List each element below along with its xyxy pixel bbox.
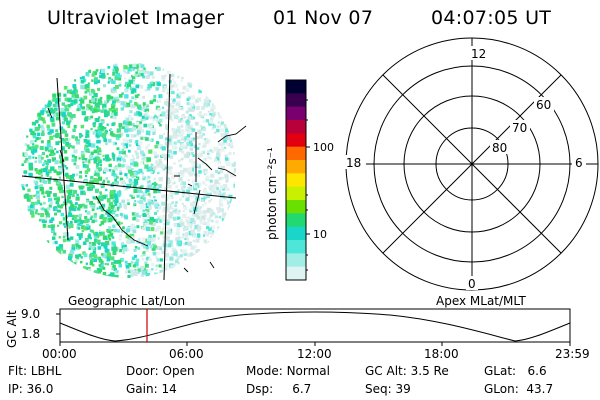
polar-mlt-plot <box>345 37 599 291</box>
colorbar-block <box>286 240 306 254</box>
mlt-label-18: 18 <box>346 156 361 170</box>
colorbar-block <box>286 173 306 188</box>
colorbar-block <box>286 80 306 94</box>
earth-image <box>20 62 247 281</box>
mlt-label-0: 0 <box>468 277 476 291</box>
status-gc-alt: GC Alt: 3.5 Re <box>365 364 449 378</box>
date-label: 01 Nov 07 <box>273 7 374 29</box>
timeline-right-title: Apex MLat/MLT <box>436 294 526 308</box>
colorbar-tick-10: 10 <box>313 228 327 241</box>
colorbar-block <box>286 200 306 214</box>
status-glat: GLat: 6.6 <box>484 364 547 378</box>
x-tick-1800: 18:00 <box>424 347 459 361</box>
status-door: Door: Open <box>126 364 195 378</box>
y-tick-9: 9.0 <box>21 307 40 321</box>
y-tick-1-8: 1.8 <box>21 327 40 341</box>
geographic-grid <box>21 73 237 281</box>
altitude-curve <box>59 311 571 342</box>
colorbar-block <box>286 133 306 148</box>
colorbar-block <box>286 93 306 108</box>
polar-labels: 12 18 6 0 60 70 80 <box>344 46 586 291</box>
status-ip: IP: 36.0 <box>8 382 54 396</box>
mlt-label-12: 12 <box>471 47 486 61</box>
colorbar-block <box>286 266 306 281</box>
time-label: 04:07:05 UT <box>431 7 552 29</box>
colorbar-block <box>286 120 306 134</box>
colorbar-block <box>286 186 306 201</box>
instrument-title: Ultraviolet Imager <box>47 7 225 29</box>
timeline-left-title: Geographic Lat/Lon <box>68 294 185 308</box>
colorbar-block <box>286 226 306 241</box>
x-tick-0600: 06:00 <box>169 347 204 361</box>
colorbar-block <box>286 160 306 174</box>
x-tick-2359: 23:59 <box>555 347 590 361</box>
status-glon: GLon: 43.7 <box>484 382 554 396</box>
coastlines <box>47 107 247 273</box>
altitude-timeline: Geographic Lat/Lon Apex MLat/MLT 9.0 1.8… <box>5 294 590 361</box>
colorbar-block <box>286 213 306 228</box>
colorbar-block <box>286 106 306 121</box>
lat-label-60: 60 <box>536 98 551 112</box>
x-tick-0000: 00:00 <box>42 347 77 361</box>
colorbar-block <box>286 253 306 268</box>
status-seq: Seq: 39 <box>365 382 411 396</box>
colorbar-tick-100: 100 <box>313 141 334 154</box>
x-tick-1200: 12:00 <box>297 347 332 361</box>
lat-label-70: 70 <box>512 121 527 135</box>
colorbar-block <box>286 146 306 161</box>
status-flt: Flt: LBHL <box>8 364 62 378</box>
colorbar-unit-label: photon cm⁻²s⁻¹ <box>265 147 279 240</box>
status-gain: Gain: 14 <box>126 382 177 396</box>
mlt-label-6: 6 <box>575 156 583 170</box>
status-mode: Mode: Normal <box>246 364 330 378</box>
intensity-colorbar: 100 10 photon cm⁻²s⁻¹ <box>265 79 334 281</box>
lat-label-80: 80 <box>492 141 507 155</box>
status-dsp: Dsp: 6.7 <box>246 382 312 396</box>
timeline-ylabel: GC Alt <box>5 310 19 348</box>
